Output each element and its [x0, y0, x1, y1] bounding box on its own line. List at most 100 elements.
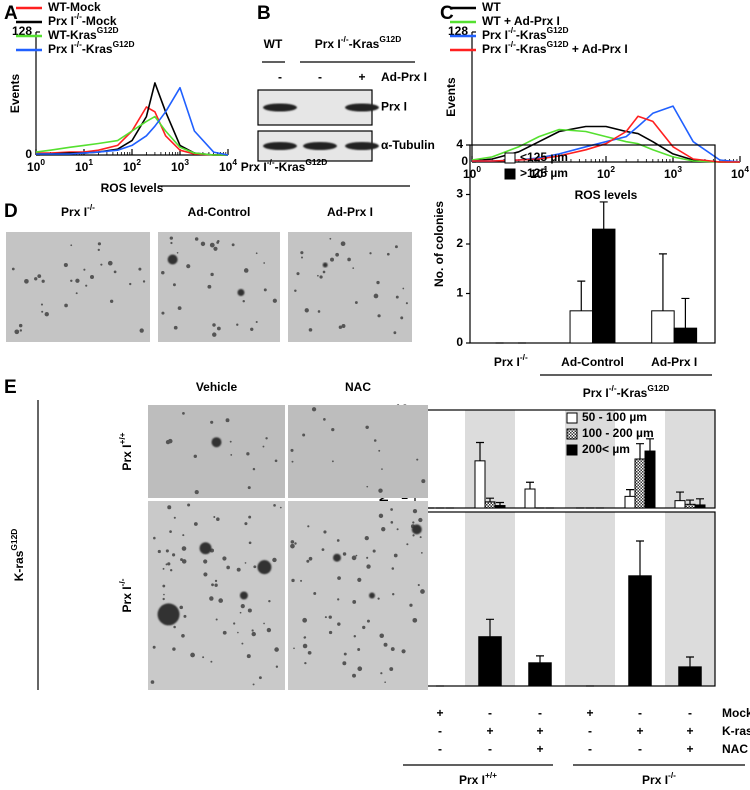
- treatment-sign: -: [278, 70, 282, 84]
- text-run: NAC: [722, 742, 748, 756]
- colony: [265, 437, 268, 440]
- colony: [213, 246, 218, 251]
- condition-sign: +: [536, 724, 543, 738]
- colony: [251, 629, 254, 632]
- colony: [225, 418, 230, 423]
- colony: [173, 325, 178, 330]
- colony: [290, 543, 295, 549]
- colony: [366, 619, 370, 623]
- colony: [366, 564, 371, 569]
- text-run: +: [686, 724, 693, 738]
- error-bar: [681, 297, 690, 329]
- colony: [373, 293, 379, 299]
- colony: [401, 649, 406, 654]
- colony: [211, 437, 222, 448]
- condition-name: K-rasG12D: [722, 721, 750, 738]
- colony: [324, 616, 327, 619]
- micrograph: [288, 232, 412, 342]
- colony: [248, 541, 252, 545]
- superscript: G12D: [379, 34, 401, 44]
- colony: [157, 549, 161, 554]
- tick-base: 10: [597, 167, 611, 181]
- colony: [263, 288, 267, 292]
- colony: [337, 576, 341, 580]
- lane-label: Prx I-/--KrasG12D: [315, 34, 402, 51]
- colony: [331, 460, 334, 463]
- text-run: -: [438, 742, 442, 756]
- colony: [142, 280, 146, 283]
- colony: [383, 642, 388, 647]
- text-run: -: [488, 742, 492, 756]
- bar: [569, 310, 594, 344]
- tick-exponent: 4: [232, 157, 237, 167]
- legend-label: WT: [482, 0, 501, 14]
- colony: [302, 433, 306, 437]
- colony: [405, 302, 408, 305]
- tick-exponent: 0: [40, 157, 45, 167]
- colony: [323, 530, 327, 534]
- micrograph: [148, 405, 285, 498]
- colony: [34, 277, 38, 281]
- blot-band: [345, 142, 379, 150]
- colony: [366, 485, 369, 488]
- colony: [322, 262, 328, 268]
- colony: [273, 504, 276, 507]
- superscript: -/-: [87, 202, 95, 212]
- colony: [89, 274, 95, 279]
- colony: [306, 559, 310, 563]
- text-run: Events: [8, 74, 22, 114]
- colony: [253, 565, 257, 569]
- text-run: Prx I: [381, 100, 407, 114]
- colony: [392, 593, 395, 596]
- colony: [231, 243, 235, 247]
- band-label: Prx I: [381, 100, 407, 114]
- colony: [162, 584, 166, 588]
- colony: [63, 262, 68, 268]
- colony: [212, 332, 217, 337]
- legend-swatch: [566, 428, 578, 440]
- colony: [239, 611, 242, 614]
- text-run: +: [486, 724, 493, 738]
- colony: [352, 673, 356, 678]
- group-label: Prx I-/--KrasG12D: [241, 157, 328, 174]
- condition-sign: -: [488, 742, 492, 756]
- condition-sign: +: [536, 742, 543, 756]
- text-run: WT-Mock: [48, 0, 101, 14]
- colony: [18, 323, 23, 328]
- colony: [352, 600, 357, 604]
- text-run: 1: [456, 286, 463, 300]
- error-bar: [486, 497, 494, 502]
- superscript: G12D: [113, 39, 135, 49]
- colony: [179, 605, 184, 610]
- text-run: 2: [456, 236, 463, 250]
- blot-band: [345, 103, 379, 112]
- x-tick-label: 102: [597, 164, 615, 181]
- colony: [366, 556, 369, 559]
- micrograph: [288, 405, 428, 498]
- colony: [194, 489, 199, 495]
- text-run: E: [4, 377, 17, 398]
- colony: [373, 439, 377, 442]
- bar: [494, 505, 506, 509]
- text-run: + Ad-Prx I: [569, 42, 628, 56]
- colony: [193, 522, 198, 526]
- colony: [355, 554, 358, 557]
- text-run: -: [588, 724, 592, 738]
- y-tick-label: 0: [461, 154, 468, 168]
- colony: [172, 647, 176, 651]
- colony: [167, 562, 171, 566]
- x-tick-label: 104: [219, 157, 237, 174]
- text-run: K-ras: [722, 724, 750, 738]
- bar: [694, 504, 706, 509]
- colony: [402, 287, 405, 290]
- x-tick-label: 100: [27, 157, 45, 174]
- superscript: -/-: [117, 578, 127, 586]
- x-axis-label: ROS levels: [575, 188, 638, 202]
- legend-label: >125 µm: [520, 166, 568, 180]
- colony: [203, 572, 208, 577]
- error-bar: [636, 540, 644, 576]
- text-run: Prx I: [120, 586, 134, 612]
- colony: [409, 603, 413, 607]
- colony: [226, 565, 230, 570]
- group-label: Prx I+/+: [459, 770, 497, 787]
